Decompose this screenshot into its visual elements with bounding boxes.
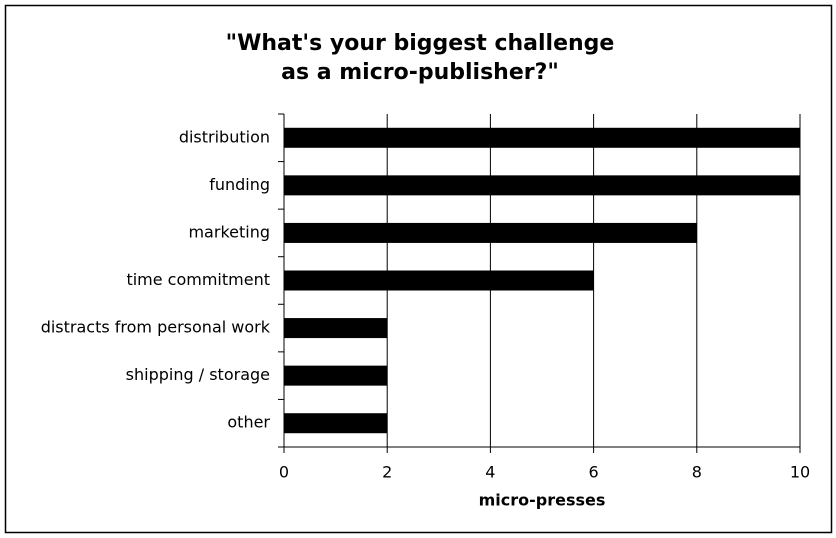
bar [284, 365, 388, 386]
y-tick-label: other [227, 413, 270, 432]
x-tick-label: 6 [589, 463, 599, 482]
y-tick-label: distracts from personal work [41, 318, 271, 337]
y-tick-label: marketing [188, 222, 270, 241]
bar [284, 413, 388, 434]
x-tick-label: 0 [279, 463, 289, 482]
x-tick-label: 8 [692, 463, 702, 482]
x-tick-label: 4 [485, 463, 495, 482]
chart-title: "What's your biggest challenge [226, 31, 615, 56]
y-tick-label: time commitment [126, 270, 270, 289]
x-tick-label: 2 [382, 463, 392, 482]
bar [284, 318, 388, 339]
bar [284, 175, 800, 196]
x-axis-label: micro-presses [479, 491, 606, 510]
chart-title: as a micro-publisher?" [281, 60, 559, 85]
bar [284, 127, 800, 148]
y-tick-label: shipping / storage [126, 365, 270, 384]
x-tick-label: 10 [790, 463, 810, 482]
bar [284, 222, 697, 243]
bar [284, 270, 594, 291]
chart-border [4, 4, 833, 534]
y-tick-label: distribution [179, 127, 270, 146]
y-tick-label: funding [209, 175, 270, 194]
